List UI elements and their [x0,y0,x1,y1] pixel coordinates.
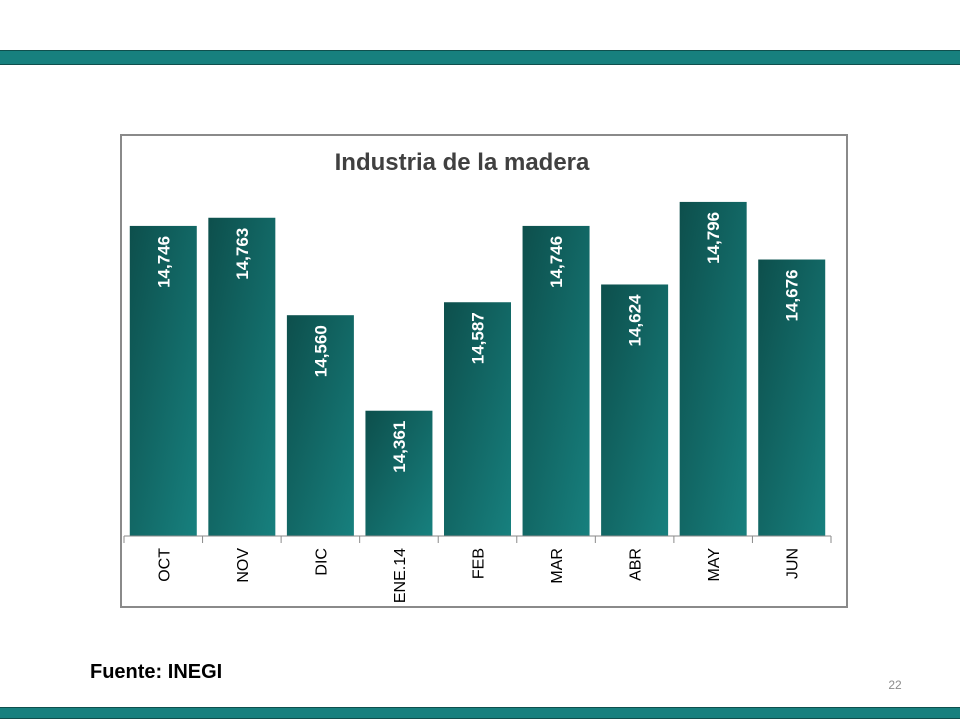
bar-abr [601,284,669,536]
bar-feb [444,302,511,536]
bar-oct [129,225,197,537]
bottom-decorative-band [0,707,960,719]
bar-nov [208,217,276,536]
x-tick-label: MAR [549,548,566,584]
bar-value-label: 14,746 [547,236,566,288]
x-tick-label: FEB [471,548,488,579]
x-tick-label: ENE.14 [392,548,409,603]
top-decorative-band [0,50,960,65]
bar-jun [758,259,826,536]
bar-value-label: 14,361 [390,421,409,473]
x-tick-label: OCT [156,548,173,582]
x-tick-label: DIC [313,548,330,576]
page-number: 22 [888,678,902,692]
chart-frame: Industria de la madera 14,746 14,763 14,56… [120,134,848,608]
x-tick-label: MAY [706,548,723,582]
x-tick-label: JUN [785,548,802,579]
bar-value-label: 14,587 [469,312,488,364]
bar-value-label: 14,796 [704,212,723,264]
x-tick-label: ABR [628,548,645,581]
bar-value-label: 14,763 [233,228,252,280]
bar-ene14 [365,410,433,536]
bar-chart: Industria de la madera 14,746 14,763 14,56… [123,149,832,603]
bar-mar [522,225,590,537]
bar-value-label: 14,624 [626,294,645,347]
chart-title: Industria de la madera [335,149,590,176]
bar-dic [286,315,354,536]
bar-may [679,201,747,537]
bar-value-label: 14,676 [783,270,802,322]
bar-value-label: 14,746 [154,236,173,288]
x-tick-label: NOV [235,548,252,583]
source-note: Fuente: INEGI [90,661,223,683]
bar-value-label: 14,560 [311,325,330,377]
